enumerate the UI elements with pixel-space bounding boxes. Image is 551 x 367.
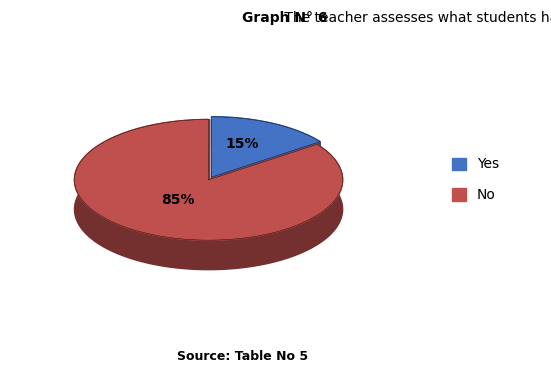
Text: Source: Table No 5: Source: Table No 5 <box>177 350 308 363</box>
Polygon shape <box>74 120 343 270</box>
Polygon shape <box>208 144 317 209</box>
Text: 15%: 15% <box>225 137 259 150</box>
Text: The teacher assesses what students have learned.: The teacher assesses what students have … <box>280 11 551 25</box>
Polygon shape <box>212 117 320 177</box>
Text: 85%: 85% <box>161 193 195 207</box>
Legend: Yes, No: Yes, No <box>445 150 506 209</box>
Polygon shape <box>212 117 320 171</box>
Polygon shape <box>74 120 343 240</box>
Text: Graph N° 6: Graph N° 6 <box>242 11 328 25</box>
Polygon shape <box>212 142 320 207</box>
